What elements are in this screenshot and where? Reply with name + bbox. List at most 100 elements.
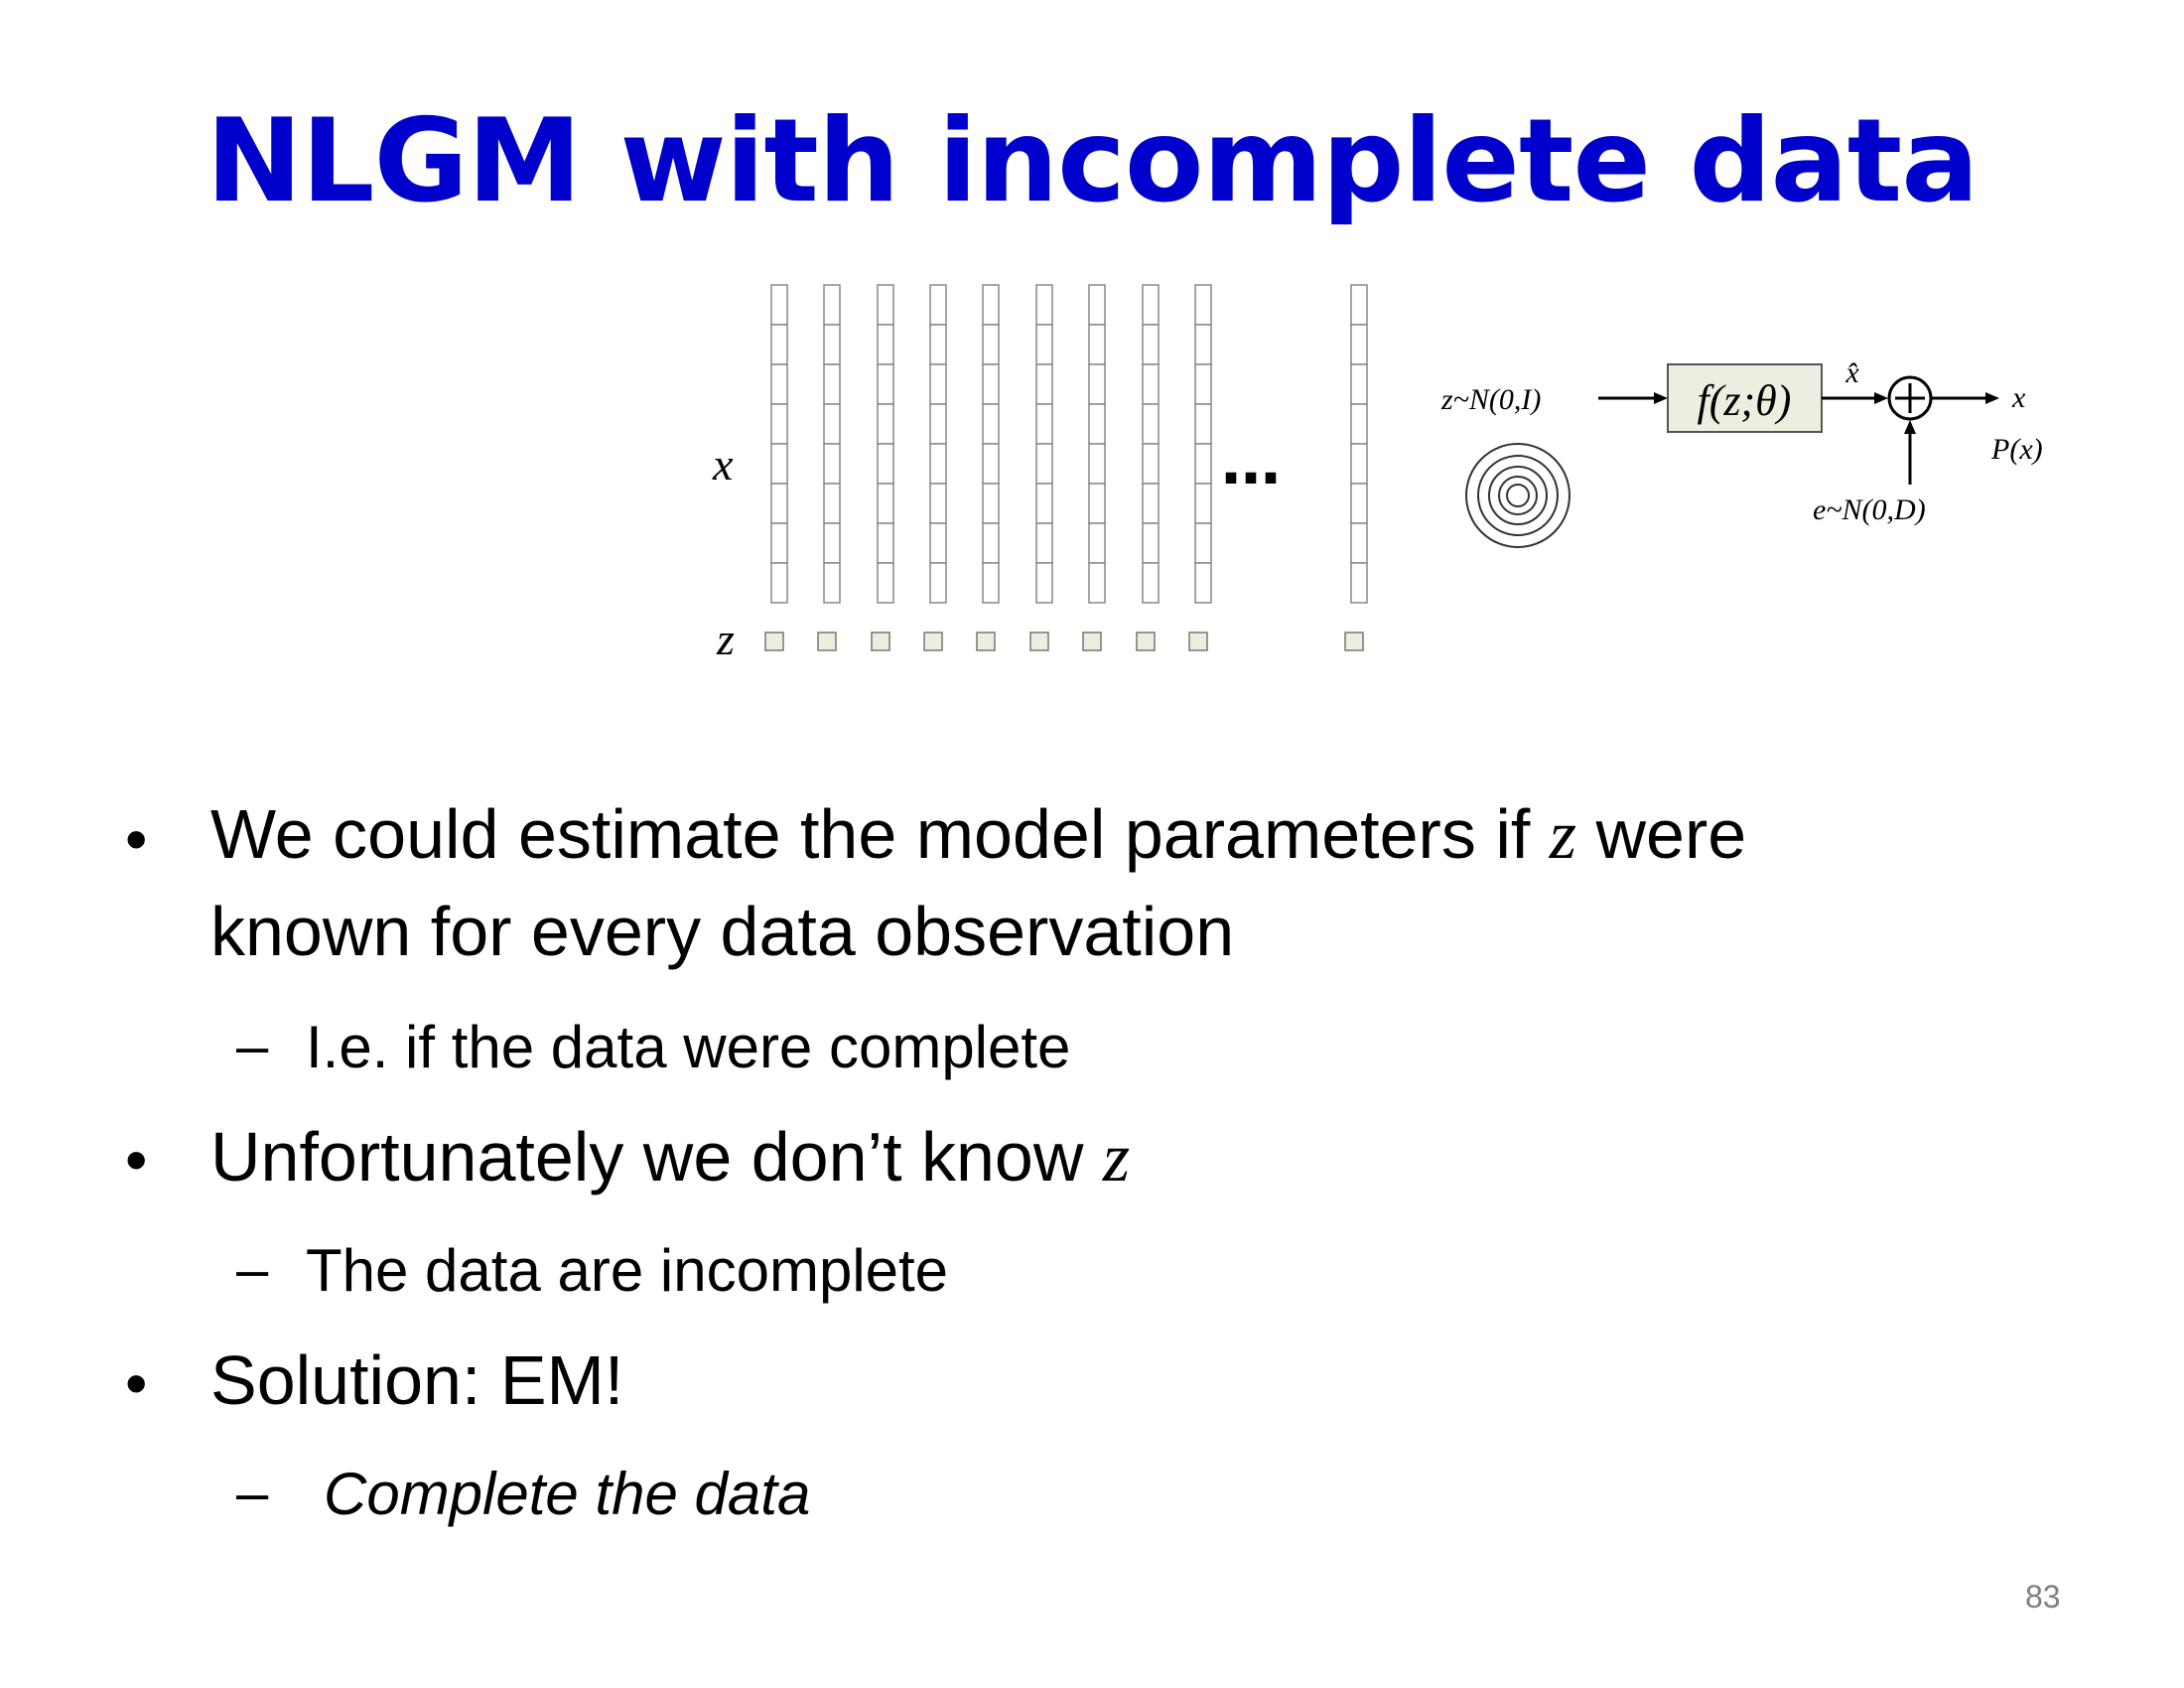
dash-marker: – <box>236 1461 269 1525</box>
data-cell <box>929 443 947 485</box>
bullet-1-text-after: were <box>1576 795 1747 873</box>
bullet-1-line-1: We could estimate the model parameters i… <box>210 794 1746 876</box>
data-cell <box>1194 363 1212 405</box>
data-cell <box>982 522 1000 564</box>
z-box <box>871 632 890 651</box>
data-cell <box>982 562 1000 604</box>
data-cell <box>929 483 947 524</box>
data-cell <box>823 324 841 365</box>
data-cell <box>1194 522 1212 564</box>
z-box <box>764 632 784 651</box>
bullet-2-text: Unfortunately we don’t know <box>210 1118 1103 1196</box>
data-columns <box>770 284 1368 604</box>
noise-arrowhead <box>1904 420 1916 434</box>
data-cell <box>1088 483 1106 524</box>
data-cell <box>1142 483 1160 524</box>
data-column <box>929 284 947 604</box>
data-cell <box>877 324 894 365</box>
data-cell <box>823 443 841 485</box>
data-cell <box>877 363 894 405</box>
data-cell <box>1350 483 1368 524</box>
bullet-marker: • <box>125 803 148 875</box>
data-cell <box>823 483 841 524</box>
x-label: x <box>712 439 734 490</box>
data-cell <box>929 522 947 564</box>
data-cell <box>877 443 894 485</box>
page-number: 83 <box>2025 1579 2061 1615</box>
data-column <box>823 284 841 604</box>
function-label: f(z;θ) <box>1698 376 1792 425</box>
data-cell <box>823 562 841 604</box>
data-cell <box>1350 403 1368 445</box>
bullet-1-sub: I.e. if the data were complete <box>306 1014 1071 1080</box>
bullet-2-sub: The data are incomplete <box>306 1237 949 1304</box>
data-cell <box>929 403 947 445</box>
z-box <box>1188 632 1208 651</box>
noise-label: e~N(0,D) <box>1813 493 1926 526</box>
data-column <box>877 284 894 604</box>
data-cell <box>1088 284 1106 326</box>
data-column <box>1035 284 1053 604</box>
dash-marker: – <box>236 1237 269 1302</box>
bullet-marker: • <box>125 1347 148 1419</box>
data-cell <box>1088 562 1106 604</box>
data-cell <box>982 284 1000 326</box>
z-box <box>976 632 996 651</box>
bullet-1-text: We could estimate the model parameters i… <box>210 795 1550 873</box>
data-column <box>982 284 1000 604</box>
data-cell <box>1350 562 1368 604</box>
data-cell <box>1350 443 1368 485</box>
xhat-arrowhead <box>1874 392 1888 404</box>
data-cell <box>929 284 947 326</box>
bullet-2-line: Unfortunately we don’t know z <box>210 1117 1130 1198</box>
data-cell <box>823 363 841 405</box>
data-cell <box>982 324 1000 365</box>
data-cell <box>1194 483 1212 524</box>
data-cell <box>770 562 788 604</box>
data-cell <box>1035 483 1053 524</box>
data-cell <box>1035 363 1053 405</box>
data-column <box>1142 284 1160 604</box>
data-cell <box>1142 324 1160 365</box>
data-cell <box>823 403 841 445</box>
data-cell <box>823 522 841 564</box>
data-cell <box>982 363 1000 405</box>
data-cell <box>770 363 788 405</box>
data-column <box>770 284 788 604</box>
data-cell <box>823 284 841 326</box>
output-arrowhead <box>1985 392 1999 404</box>
data-cell <box>1088 324 1106 365</box>
data-cell <box>982 483 1000 524</box>
prior-label: z~N(0,I) <box>1440 383 1541 416</box>
data-cell <box>1350 363 1368 405</box>
data-cell <box>1035 522 1053 564</box>
data-cell <box>1035 324 1053 365</box>
px-label: P(x) <box>1990 433 2043 466</box>
z-box <box>923 632 943 651</box>
z-box <box>1082 632 1102 651</box>
data-cell <box>1088 363 1106 405</box>
data-cell <box>877 522 894 564</box>
prior-arrowhead <box>1654 392 1668 404</box>
data-cell <box>1350 284 1368 326</box>
data-cell <box>1035 443 1053 485</box>
data-cell <box>770 324 788 365</box>
bullet-marker: • <box>125 1124 148 1196</box>
z-box <box>817 632 837 651</box>
z-box <box>1136 632 1156 651</box>
data-column <box>1350 284 1368 604</box>
data-cell <box>1350 522 1368 564</box>
data-cell <box>1142 443 1160 485</box>
data-cell <box>929 562 947 604</box>
z-box <box>1029 632 1049 651</box>
data-cell <box>929 324 947 365</box>
data-cell <box>877 403 894 445</box>
data-cell <box>770 522 788 564</box>
columns-ellipsis: … <box>1221 429 1281 498</box>
data-cell <box>1194 324 1212 365</box>
data-cell <box>1088 443 1106 485</box>
slide-title: NLGM with incomplete data <box>205 94 1979 228</box>
math-z: z <box>1549 797 1577 874</box>
data-cell <box>770 443 788 485</box>
z-label: z <box>716 614 735 664</box>
